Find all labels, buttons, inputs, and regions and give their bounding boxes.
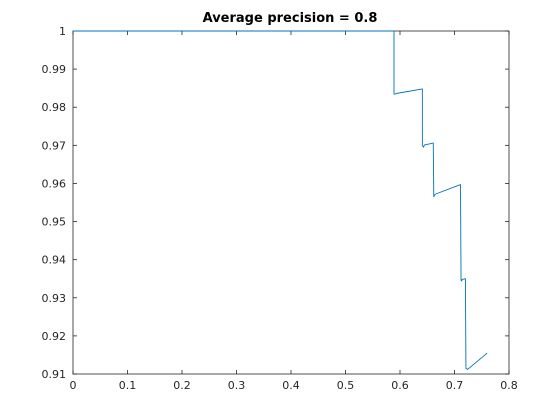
- y-tick-label: 0.97: [42, 139, 67, 152]
- x-tick-label: 0: [70, 379, 77, 392]
- y-tick-label: 0.93: [42, 292, 67, 305]
- y-tick-label: 0.94: [42, 254, 67, 267]
- x-tick-label: 0.1: [119, 379, 137, 392]
- plot-area: 0 0.1 0.2 0.3 0.4 0.5 0.6 0.7 0.8 0.91 0.92 0.93 0.9…: [42, 25, 518, 392]
- y-tick-label: 0.91: [42, 368, 67, 381]
- y-tick-label: 1: [59, 25, 66, 38]
- x-tick-label: 0.2: [173, 379, 191, 392]
- x-tick-label: 0.3: [228, 379, 246, 392]
- y-tick-label: 0.96: [42, 177, 67, 190]
- x-tick-label: 0.5: [337, 379, 355, 392]
- y-tick-label: 0.95: [42, 216, 67, 229]
- axes-box: [72, 30, 510, 375]
- x-tick-label: 0.4: [282, 379, 300, 392]
- chart-title: Average precision = 0.8: [203, 11, 378, 26]
- x-tick-label: 0.8: [500, 379, 518, 392]
- x-tick-label: 0.6: [391, 379, 409, 392]
- y-tick-label: 0.99: [42, 63, 67, 76]
- x-tick-label: 0.7: [446, 379, 464, 392]
- y-tick-label: 0.98: [42, 101, 67, 114]
- y-tick-label: 0.92: [42, 330, 67, 343]
- series-layer: [73, 30, 488, 370]
- precision-curve: [73, 30, 488, 370]
- ticks-layer: 0 0.1 0.2 0.3 0.4 0.5 0.6 0.7 0.8 0.91 0.92 0.93 0.9…: [42, 25, 518, 392]
